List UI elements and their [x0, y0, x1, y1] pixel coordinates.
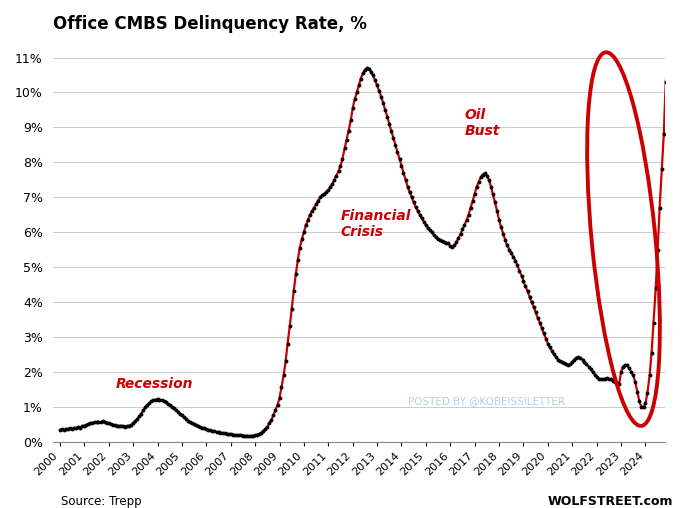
Text: WOLFSTREET.com: WOLFSTREET.com	[547, 495, 673, 508]
Text: Recession: Recession	[116, 377, 194, 391]
Text: Source: Trepp: Source: Trepp	[61, 495, 142, 508]
Text: Oil
Bust: Oil Bust	[465, 108, 500, 138]
Text: POSTED BY @KOBEISSILETTER: POSTED BY @KOBEISSILETTER	[408, 396, 565, 406]
Text: Office CMBS Delinquency Rate, %: Office CMBS Delinquency Rate, %	[52, 15, 367, 33]
Text: Financial
Crisis: Financial Crisis	[341, 209, 411, 239]
